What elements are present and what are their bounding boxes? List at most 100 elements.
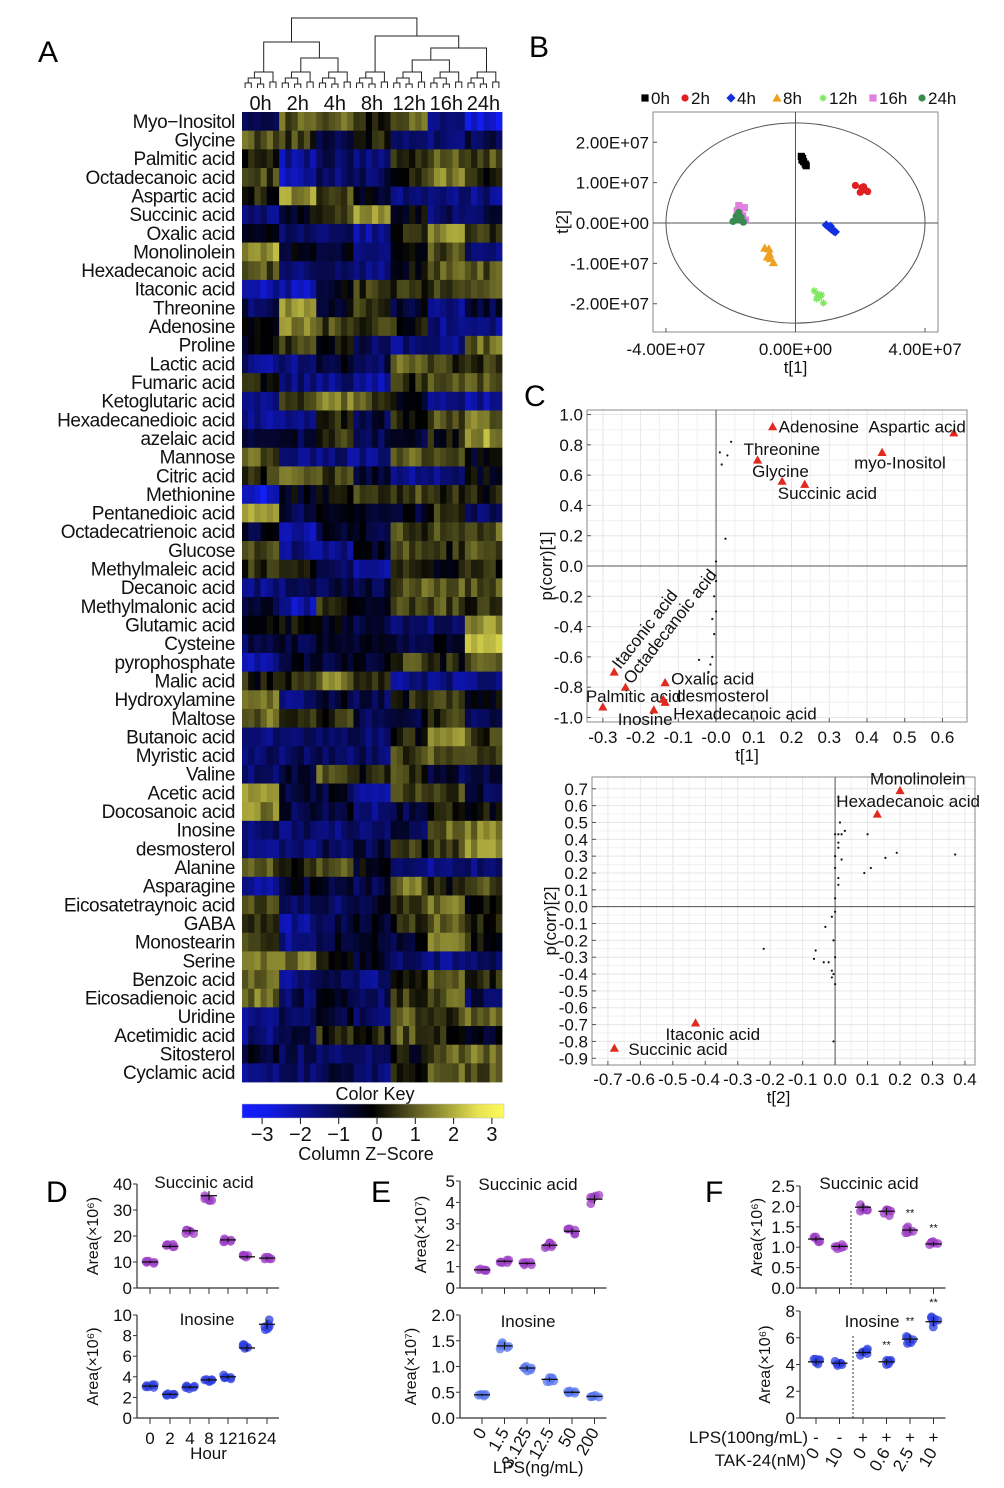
- heatmap-cell: [458, 429, 466, 449]
- heatmap-cell: [285, 373, 292, 393]
- heatmap-cell: [254, 1044, 261, 1064]
- heatmap-cell: [260, 466, 268, 486]
- heatmap-cell: [446, 466, 453, 486]
- heatmap-cell: [353, 522, 361, 542]
- heatmap-cell: [260, 914, 268, 934]
- heatmap-cell: [495, 970, 503, 990]
- heatmap-cell: [402, 1007, 410, 1027]
- heatmap-cell: [310, 485, 317, 505]
- heatmap-cell: [310, 876, 317, 896]
- heatmap-cell: [471, 970, 478, 990]
- heatmap-cell: [415, 1063, 422, 1083]
- heatmap-cell: [433, 764, 441, 784]
- heatmap-cell: [427, 149, 435, 169]
- heatmap-cell: [464, 503, 472, 523]
- heatmap-cell: [433, 466, 441, 486]
- heatmap-cell: [279, 988, 286, 1008]
- plot-title: Succinic acid: [154, 1173, 253, 1192]
- heatmap-cell: [254, 541, 261, 561]
- heatmap-cell: [341, 727, 348, 747]
- heatmap-cell: [471, 1026, 478, 1046]
- heatmap-cell: [322, 447, 330, 467]
- heatmap-cell: [483, 634, 491, 654]
- heatmap-cell: [421, 802, 429, 822]
- heatmap-cell: [341, 429, 348, 449]
- y-tick-label: 1.0: [431, 1358, 455, 1377]
- heatmap-cell: [328, 1026, 336, 1046]
- heatmap-cell: [285, 429, 292, 449]
- heatmap-cell: [328, 186, 336, 206]
- heatmap-cell: [242, 130, 249, 150]
- heatmap-cell: [446, 522, 453, 542]
- heatmap-cell: [471, 522, 478, 542]
- heatmap-cell: [483, 373, 491, 393]
- heatmap-cell: [415, 354, 422, 374]
- heatmap-cell: [495, 391, 503, 411]
- heatmap-cell: [328, 429, 336, 449]
- y-tick-label: 2.5: [771, 1177, 795, 1196]
- heatmap-cell: [266, 858, 274, 878]
- heatmap-cell: [285, 597, 292, 617]
- heatmap-cell: [359, 1044, 367, 1064]
- heatmap-cell: [427, 914, 435, 934]
- heatmap-cell: [440, 391, 447, 411]
- heatmap-cell: [365, 335, 373, 355]
- heatmap-cell: [427, 167, 435, 188]
- score-point-2h: [859, 183, 868, 191]
- heatmap-cell: [347, 634, 354, 654]
- heatmap-cell: [440, 373, 447, 393]
- heatmap-cell: [396, 261, 404, 281]
- heatmap-cell: [365, 130, 373, 150]
- heatmap-cell: [297, 802, 305, 822]
- heatmap-cell: [495, 223, 503, 243]
- heatmap-cell: [242, 615, 249, 635]
- heatmap-cell: [266, 466, 274, 486]
- heatmap-cell: [316, 1026, 323, 1046]
- heatmap-cell: [489, 746, 497, 766]
- heatmap-cell: [242, 578, 249, 598]
- heatmap-cell: [477, 1044, 484, 1064]
- heatmap-cell: [421, 279, 429, 299]
- heatmap-cell: [427, 317, 435, 337]
- heatmap-cell: [291, 149, 299, 169]
- heatmap-row-label: Hydroxylamine: [115, 690, 235, 711]
- heatmap-cell: [285, 279, 292, 299]
- heatmap-cell: [316, 970, 323, 990]
- heatmap-cell: [396, 578, 404, 598]
- heatmap-cell: [242, 391, 249, 411]
- heatmap-cell: [421, 1063, 429, 1083]
- heatmap-cell: [365, 429, 373, 449]
- heatmap-cell: [359, 112, 367, 132]
- heatmap-cell: [409, 671, 416, 691]
- heatmap-cell: [458, 820, 466, 840]
- lps-condition: +: [905, 1428, 915, 1447]
- heatmap-cell: [279, 690, 286, 710]
- heatmap-cell: [297, 727, 305, 747]
- heatmap-cell: [279, 970, 286, 990]
- heatmap-cell: [341, 242, 348, 262]
- heatmap-cell: [310, 802, 317, 822]
- heatmap-cell: [477, 802, 484, 822]
- heatmap-cell: [279, 391, 286, 411]
- heatmap-cell: [440, 242, 447, 262]
- heatmap-cell: [254, 597, 261, 617]
- heatmap-cell: [285, 223, 292, 243]
- heatmap-row-label: Alanine: [174, 858, 235, 879]
- heatmap-cell: [272, 522, 280, 542]
- heatmap-cell: [402, 820, 410, 840]
- heatmap-cell: [409, 652, 416, 673]
- heatmap-cell: [248, 130, 255, 150]
- heatmap-cell: [285, 298, 292, 318]
- heatmap-cell: [458, 279, 466, 299]
- heatmap-cell: [421, 485, 429, 505]
- heatmap-cell: [285, 130, 292, 150]
- heatmap-cell: [471, 690, 478, 710]
- heatmap-cell: [328, 205, 336, 225]
- heatmap-cell: [440, 429, 447, 449]
- heatmap-cell: [359, 205, 367, 225]
- heatmap-cell: [254, 485, 261, 505]
- heatmap-cell: [458, 932, 466, 952]
- heatmap-cell: [427, 802, 435, 822]
- heatmap-cell: [260, 522, 268, 542]
- heatmap-cell: [303, 335, 311, 355]
